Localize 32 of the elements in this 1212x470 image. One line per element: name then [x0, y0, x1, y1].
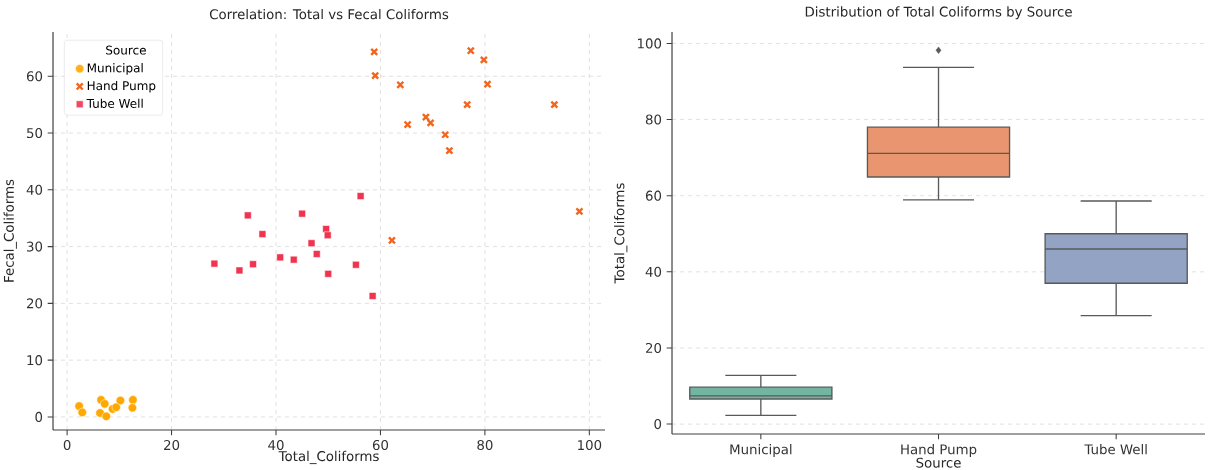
y-tick-label: 40 [645, 266, 662, 277]
y-tick-label: 60 [26, 71, 43, 82]
x-tick-label: 0 [63, 440, 71, 451]
legend-label: Tube Well [86, 98, 143, 108]
y-tick-label: 20 [645, 342, 662, 353]
y-tick-label: 30 [27, 241, 43, 252]
y-tick-label: 20 [26, 298, 43, 309]
legend-label: Municipal [87, 63, 143, 75]
x-axis-title: Total_Coliforms [278, 450, 379, 465]
legend-title: Source [106, 45, 146, 55]
y-tick-label: 10 [27, 355, 43, 366]
y-tick-label: 100 [637, 38, 662, 49]
y-axis-title: Total_Coliforms [614, 183, 628, 284]
x-tick-label: 20 [164, 440, 180, 451]
y-tick-label: 60 [645, 190, 662, 201]
y-tick-label: 0 [654, 419, 662, 430]
y-tick-label: 0 [35, 411, 43, 422]
y-tick-label: 50 [27, 127, 43, 139]
x-tick-label: Municipal [730, 444, 792, 457]
x-tick-label: 80 [477, 440, 493, 451]
x-axis-title: Source [916, 457, 961, 468]
x-tick-label: 60 [372, 440, 389, 451]
chart-title: Correlation: Total vs Fecal Coliforms [209, 8, 449, 20]
y-tick-label: 80 [645, 114, 662, 125]
x-tick-label: 40 [268, 440, 284, 451]
x-tick-label: Hand Pump [901, 444, 977, 457]
chart-title: Distribution of Total Coliforms by Source [805, 6, 1072, 20]
x-tick-label: Tube Well [1084, 444, 1147, 455]
y-axis-title: Fecal_Coliforms [3, 179, 17, 282]
y-tick-label: 40 [26, 184, 43, 195]
legend-label: Hand Pump [87, 80, 156, 93]
x-tick-label: 100 [578, 440, 602, 451]
